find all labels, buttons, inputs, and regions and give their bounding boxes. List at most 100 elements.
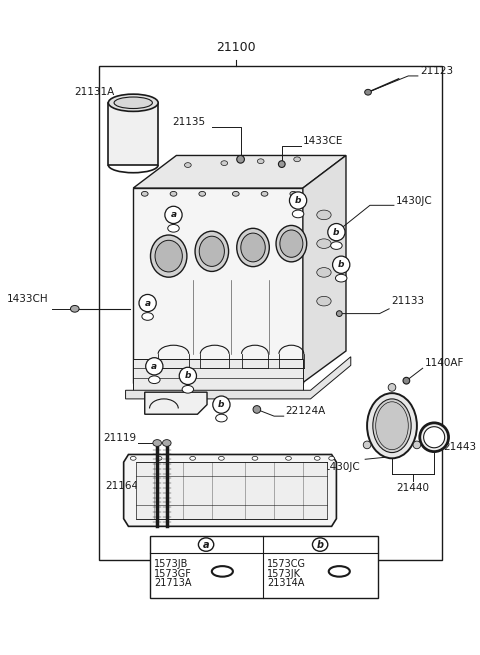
Ellipse shape bbox=[365, 89, 372, 95]
Ellipse shape bbox=[257, 159, 264, 164]
Ellipse shape bbox=[151, 235, 187, 277]
Ellipse shape bbox=[221, 160, 228, 166]
Ellipse shape bbox=[153, 440, 161, 446]
Ellipse shape bbox=[314, 457, 320, 460]
Ellipse shape bbox=[280, 230, 303, 257]
Polygon shape bbox=[124, 455, 336, 527]
Text: a: a bbox=[170, 210, 177, 219]
Ellipse shape bbox=[363, 441, 371, 449]
Text: 1430JC: 1430JC bbox=[324, 462, 360, 472]
Ellipse shape bbox=[336, 274, 347, 282]
Ellipse shape bbox=[367, 393, 417, 458]
Text: 1140AF: 1140AF bbox=[425, 358, 464, 369]
Text: 21123: 21123 bbox=[420, 66, 453, 76]
Text: b: b bbox=[338, 260, 345, 269]
Ellipse shape bbox=[199, 236, 224, 267]
Ellipse shape bbox=[198, 538, 214, 552]
Text: b: b bbox=[218, 400, 225, 409]
Ellipse shape bbox=[139, 295, 156, 312]
Ellipse shape bbox=[156, 457, 162, 460]
Text: 1433CH: 1433CH bbox=[7, 294, 49, 304]
Text: b: b bbox=[185, 371, 191, 381]
Ellipse shape bbox=[213, 396, 230, 413]
Ellipse shape bbox=[276, 225, 307, 262]
Ellipse shape bbox=[333, 256, 350, 273]
Text: 21119: 21119 bbox=[103, 433, 136, 443]
Ellipse shape bbox=[294, 157, 300, 162]
Ellipse shape bbox=[317, 210, 331, 219]
Polygon shape bbox=[150, 536, 378, 598]
Ellipse shape bbox=[237, 155, 244, 163]
Ellipse shape bbox=[376, 402, 408, 450]
Ellipse shape bbox=[199, 191, 205, 196]
Ellipse shape bbox=[149, 376, 160, 384]
Ellipse shape bbox=[252, 457, 258, 460]
Ellipse shape bbox=[289, 192, 307, 209]
Ellipse shape bbox=[328, 223, 345, 241]
Text: 21713A: 21713A bbox=[154, 578, 192, 588]
Text: 1573CG: 1573CG bbox=[267, 559, 306, 569]
Polygon shape bbox=[126, 357, 351, 399]
Ellipse shape bbox=[71, 305, 79, 312]
Text: 1573JB: 1573JB bbox=[154, 559, 189, 569]
Ellipse shape bbox=[212, 566, 233, 576]
Text: a: a bbox=[151, 362, 157, 371]
Polygon shape bbox=[108, 103, 158, 165]
Ellipse shape bbox=[373, 399, 411, 453]
Text: 21443: 21443 bbox=[444, 442, 477, 452]
Ellipse shape bbox=[142, 191, 148, 196]
Text: a: a bbox=[144, 299, 151, 308]
Text: a: a bbox=[203, 540, 209, 550]
Text: 21135: 21135 bbox=[172, 117, 205, 127]
Ellipse shape bbox=[331, 242, 342, 250]
Polygon shape bbox=[136, 462, 327, 519]
Ellipse shape bbox=[142, 312, 154, 320]
Text: 21440: 21440 bbox=[396, 483, 430, 493]
Ellipse shape bbox=[218, 457, 224, 460]
Ellipse shape bbox=[155, 240, 182, 272]
Ellipse shape bbox=[261, 191, 268, 196]
Ellipse shape bbox=[329, 457, 335, 460]
Ellipse shape bbox=[329, 566, 350, 576]
Ellipse shape bbox=[237, 229, 269, 267]
Ellipse shape bbox=[290, 191, 297, 196]
Ellipse shape bbox=[292, 210, 304, 217]
Ellipse shape bbox=[232, 191, 239, 196]
Ellipse shape bbox=[424, 426, 444, 448]
Polygon shape bbox=[133, 359, 303, 392]
Ellipse shape bbox=[108, 94, 158, 111]
Text: 21100: 21100 bbox=[216, 41, 255, 54]
Text: 1430JC: 1430JC bbox=[396, 196, 432, 206]
Text: 21314A: 21314A bbox=[267, 578, 305, 588]
Ellipse shape bbox=[190, 457, 195, 460]
Ellipse shape bbox=[317, 239, 331, 248]
Ellipse shape bbox=[317, 268, 331, 277]
Ellipse shape bbox=[146, 358, 163, 375]
Text: 1573JK: 1573JK bbox=[267, 569, 301, 578]
Ellipse shape bbox=[170, 191, 177, 196]
Text: b: b bbox=[295, 196, 301, 205]
Ellipse shape bbox=[278, 160, 285, 168]
Ellipse shape bbox=[182, 386, 193, 393]
Text: b: b bbox=[333, 228, 340, 236]
Ellipse shape bbox=[336, 310, 342, 316]
Ellipse shape bbox=[241, 233, 265, 262]
Ellipse shape bbox=[162, 440, 171, 446]
Ellipse shape bbox=[168, 225, 179, 232]
Ellipse shape bbox=[388, 384, 396, 391]
Polygon shape bbox=[145, 392, 207, 414]
Ellipse shape bbox=[420, 423, 448, 451]
Text: 1433CE: 1433CE bbox=[303, 136, 343, 146]
Ellipse shape bbox=[179, 367, 196, 384]
Text: 21131A: 21131A bbox=[74, 87, 114, 97]
Text: 21164: 21164 bbox=[105, 481, 138, 491]
Ellipse shape bbox=[195, 231, 228, 271]
Ellipse shape bbox=[403, 377, 410, 384]
Ellipse shape bbox=[216, 414, 227, 422]
Polygon shape bbox=[133, 155, 346, 188]
Ellipse shape bbox=[184, 162, 191, 168]
Text: 22124A: 22124A bbox=[286, 406, 326, 417]
Ellipse shape bbox=[286, 457, 291, 460]
Polygon shape bbox=[303, 155, 346, 383]
Ellipse shape bbox=[312, 538, 328, 552]
